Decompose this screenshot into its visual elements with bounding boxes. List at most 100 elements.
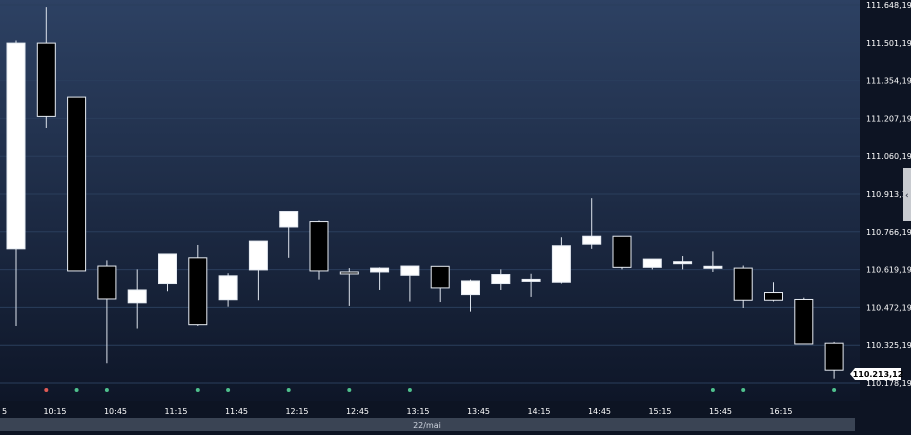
time-axis: 5 10:15 10:45 11:15 11:45 12:15 12:45 13:15 13:4…: [2, 407, 793, 416]
candle: [309, 220, 329, 280]
candle: [491, 269, 511, 290]
candle: [764, 282, 783, 302]
event-marker-dot[interactable]: [104, 388, 109, 392]
candle-body-up: [703, 265, 723, 269]
candle: [521, 273, 541, 297]
side-panel-tab[interactable]: ‹: [903, 168, 911, 221]
candle: [703, 251, 723, 272]
candle-body-up: [551, 245, 571, 283]
candle-body-down: [612, 235, 632, 268]
candle-body-up: [673, 261, 693, 265]
candle-body-up: [370, 267, 390, 273]
plot-background: [0, 0, 860, 401]
candle-body-down: [309, 221, 329, 272]
time-tick-label: 16:15: [769, 407, 792, 416]
grid-lines: [0, 4, 860, 384]
time-tick-label: 10:15: [43, 407, 66, 416]
candle: [127, 269, 147, 329]
candle: [461, 279, 480, 312]
time-tick-label: 11:45: [225, 407, 248, 416]
candle-body-up: [642, 258, 662, 268]
marker-dots: [44, 388, 837, 392]
price-tick-label: 110.325,19: [866, 341, 911, 350]
candle-body-down: [430, 265, 450, 289]
candle: [824, 341, 844, 379]
candle-body-down: [764, 292, 783, 301]
price-tick-label: 110.472,19: [866, 303, 911, 312]
candle-body-down: [97, 265, 117, 300]
candle: [582, 198, 602, 249]
time-tick-label: 12:45: [346, 407, 369, 416]
event-marker-dot[interactable]: [44, 388, 49, 392]
candle-body-up: [582, 235, 602, 245]
event-marker-dot[interactable]: [286, 388, 291, 392]
chevron-left-icon: ‹: [905, 191, 909, 201]
event-marker-dot[interactable]: [74, 388, 79, 392]
candle-body-up: [400, 265, 420, 276]
candle-body-up: [127, 289, 147, 304]
candle: [339, 268, 359, 306]
candle-body-up: [218, 275, 238, 301]
candle: [67, 96, 87, 272]
candle: [158, 253, 177, 292]
candle: [279, 211, 299, 258]
price-tick-label: 110.766,19: [866, 228, 911, 237]
event-marker-dot[interactable]: [226, 388, 231, 392]
date-bar: [0, 418, 855, 431]
event-marker-dot[interactable]: [195, 388, 200, 392]
last-price-badge: 110.213,12: [850, 368, 903, 380]
candle: [248, 240, 268, 301]
candle: [642, 258, 662, 270]
candle-body-up: [248, 240, 268, 271]
price-tick-label: 111.207,19: [866, 114, 911, 123]
candle-body-down: [794, 298, 814, 345]
price-tick-label: 110.913,19: [866, 190, 911, 199]
candles: [6, 7, 844, 379]
date-label: 22/mai: [413, 421, 441, 430]
event-marker-dot[interactable]: [347, 388, 352, 392]
time-tick-label: 12:15: [285, 407, 308, 416]
time-tick-label: 13:15: [406, 407, 429, 416]
candle-body-down: [36, 42, 56, 117]
candle: [612, 235, 632, 270]
candle: [218, 273, 238, 307]
candle-body-down: [733, 267, 753, 301]
price-tick-label: 111.501,19: [866, 39, 911, 48]
price-axis: 111.648,19 111.501,19 111.354,19 111.207,19…: [866, 1, 911, 388]
event-marker-dot[interactable]: [710, 388, 715, 392]
candle: [794, 297, 814, 345]
candle-body-up: [279, 211, 299, 228]
price-tick-label: 111.354,19: [866, 77, 911, 86]
candle: [551, 237, 571, 284]
candle: [36, 7, 56, 128]
candle: [188, 244, 208, 326]
candle-body-up: [461, 280, 480, 296]
candle-body-up: [158, 253, 177, 285]
candle: [6, 40, 26, 326]
candle: [673, 256, 693, 270]
candle-body-up: [521, 278, 541, 282]
time-tick-label: 13:45: [467, 407, 490, 416]
event-marker-dot[interactable]: [832, 388, 837, 392]
time-tick-label: 11:15: [164, 407, 187, 416]
candle-body-up: [6, 42, 26, 250]
price-tick-label: 111.060,19: [866, 152, 911, 161]
candle: [97, 260, 117, 364]
candle: [370, 267, 390, 290]
event-marker-dot[interactable]: [407, 388, 412, 392]
candle-body-down: [824, 342, 844, 371]
price-tick-label: 110.619,19: [866, 266, 911, 275]
time-tick-label: 14:15: [527, 407, 550, 416]
time-tick-label: 14:45: [588, 407, 611, 416]
price-tick-label: 111.648,19: [866, 1, 911, 10]
event-marker-dot[interactable]: [741, 388, 746, 392]
time-tick-label: 15:45: [709, 407, 732, 416]
time-tick-label: 10:45: [104, 407, 127, 416]
candle: [733, 265, 753, 308]
candle-body-down: [188, 257, 208, 326]
time-tick-label: 15:15: [648, 407, 671, 416]
price-tick-label: 110.178,19: [866, 379, 911, 388]
candle: [430, 265, 450, 303]
